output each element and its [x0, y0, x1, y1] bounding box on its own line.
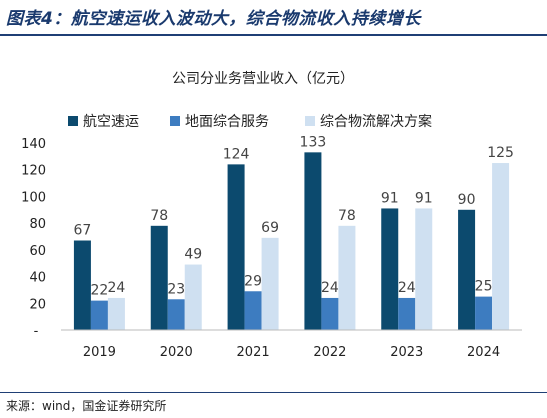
y-tick-label: 100	[21, 190, 46, 205]
data-label: 125	[487, 145, 514, 161]
data-label: 78	[150, 208, 168, 224]
x-tick-label: 2019	[83, 345, 116, 360]
legend-label: 综合物流解决方案	[320, 113, 432, 130]
bar	[381, 208, 399, 330]
bar	[492, 163, 510, 330]
y-tick-label: 140	[21, 137, 46, 152]
data-label: 23	[167, 281, 185, 297]
data-label: 124	[223, 146, 250, 162]
legend-swatch	[305, 116, 315, 126]
data-label: 24	[398, 280, 416, 296]
bar	[415, 208, 433, 330]
legend-swatch	[170, 116, 180, 126]
bar	[184, 264, 202, 330]
data-label: 67	[74, 223, 92, 239]
y-tick-label: -	[34, 324, 39, 339]
y-axis: - 20 40 60 80 100 120 140	[21, 137, 46, 339]
bar	[167, 299, 185, 330]
bar	[458, 209, 476, 330]
legend-label: 地面综合服务	[185, 114, 269, 130]
legend-label: 航空速运	[83, 114, 139, 130]
top-rule	[0, 34, 547, 36]
bar	[321, 297, 339, 330]
legend-swatch	[68, 116, 78, 126]
data-label: 29	[244, 273, 262, 289]
data-label: 78	[338, 208, 356, 224]
bar	[304, 152, 322, 330]
data-label: 91	[415, 190, 433, 206]
x-axis: 2019 2020 2021 2022 2023 2024	[61, 329, 522, 360]
bar	[90, 300, 108, 330]
y-tick-label: 20	[29, 297, 46, 312]
data-label: 25	[475, 279, 493, 295]
x-tick-label: 2020	[160, 345, 193, 360]
bar	[227, 164, 245, 330]
bar	[261, 237, 279, 330]
y-tick-label: 80	[29, 217, 46, 232]
chart-title: 公司分业务营业收入（亿元）	[172, 71, 354, 87]
bar	[150, 225, 168, 330]
y-tick-label: 60	[29, 244, 46, 259]
data-label: 133	[300, 134, 327, 150]
revenue-bar-chart: 公司分业务营业收入（亿元） 航空速运 地面综合服务 综合物流解决方案 - 20 40 60…	[21, 71, 522, 360]
data-label: 24	[321, 280, 339, 296]
y-tick-label: 40	[29, 271, 46, 286]
data-label: 49	[184, 247, 202, 263]
x-tick-label: 2022	[313, 345, 346, 360]
bar	[338, 225, 356, 330]
chart-legend: 航空速运 地面综合服务 综合物流解决方案	[68, 113, 432, 130]
bar	[398, 297, 416, 330]
y-tick-label: 120	[21, 164, 46, 179]
data-label: 22	[91, 283, 109, 299]
source-note: 来源：wind，国金证券研究所	[6, 399, 167, 413]
bar	[73, 240, 91, 330]
data-label: 91	[381, 190, 399, 206]
bar	[107, 297, 125, 330]
bar	[475, 296, 493, 330]
figure-heading: 图表4：航空速运收入波动大，综合物流收入持续增长	[6, 9, 421, 29]
data-label: 90	[458, 192, 476, 208]
x-tick-label: 2021	[237, 345, 270, 360]
x-tick-label: 2023	[390, 345, 423, 360]
bar	[244, 291, 262, 330]
bottom-rule	[0, 392, 547, 393]
data-label: 24	[108, 280, 126, 296]
x-tick-label: 2024	[467, 345, 500, 360]
data-label: 69	[261, 220, 279, 236]
